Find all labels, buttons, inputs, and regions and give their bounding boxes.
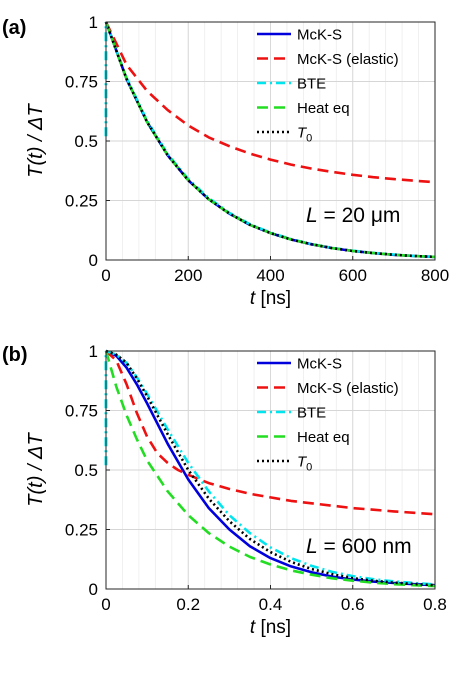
legend-label-0: McK-S bbox=[297, 27, 342, 44]
x-tick-label: 0.4 bbox=[259, 595, 283, 614]
legend-label-1: McK-S (elastic) bbox=[297, 380, 399, 397]
series-line-0 bbox=[105, 349, 436, 587]
legend-label-3: Heat eq bbox=[297, 100, 350, 117]
legend-label-1: McK-S (elastic) bbox=[297, 51, 399, 68]
panel-label: (a) bbox=[2, 17, 26, 39]
y-tick-label: 0.75 bbox=[65, 73, 98, 92]
y-tick-label: 0.75 bbox=[65, 402, 98, 421]
x-axis-label: t [ns] bbox=[250, 288, 291, 309]
series-line-4 bbox=[104, 21, 436, 259]
legend-label-2: BTE bbox=[297, 76, 326, 93]
series-line-2 bbox=[104, 21, 436, 259]
length-annotation: L = 20 μm bbox=[306, 204, 400, 227]
legend-label-2: BTE bbox=[297, 405, 326, 422]
x-tick-label: 0.2 bbox=[176, 595, 200, 614]
y-tick-label: 0.5 bbox=[74, 461, 98, 480]
length-annotation: L = 600 nm bbox=[306, 535, 412, 558]
legend-label-3: Heat eq bbox=[297, 429, 350, 446]
legend-label-4: T0 bbox=[297, 125, 312, 145]
y-axis-label: T(t) / ΔT bbox=[25, 432, 47, 507]
series-line-1 bbox=[105, 350, 436, 516]
series-line-3 bbox=[104, 21, 436, 259]
y-tick-label: 1 bbox=[89, 342, 98, 361]
y-tick-label: 0 bbox=[89, 251, 98, 270]
y-tick-label: 0.25 bbox=[65, 521, 98, 540]
x-tick-label: 600 bbox=[339, 266, 367, 285]
legend-label-4: T0 bbox=[297, 454, 312, 474]
y-tick-label: 0.25 bbox=[65, 192, 98, 211]
x-axis-label: t [ns] bbox=[250, 617, 291, 638]
x-tick-label: 0.8 bbox=[423, 595, 447, 614]
panel-label: (b) bbox=[2, 344, 28, 366]
series-line-3 bbox=[104, 350, 436, 588]
chart-panel-b: 0 0.2 0.4 0.6 0.8 0 0.25 0.5 0.75 1 t [ns] T(t) / Δ… bbox=[2, 342, 447, 638]
x-tick-label: 200 bbox=[174, 266, 202, 285]
y-tick-label: 1 bbox=[89, 13, 98, 32]
y-tick-label: 0.5 bbox=[74, 132, 98, 151]
x-tick-label: 400 bbox=[256, 266, 284, 285]
series-line-1 bbox=[104, 21, 436, 184]
x-tick-label: 0.6 bbox=[341, 595, 365, 614]
chart-panel-a: 0 200 400 600 800 0 0.25 0.5 0.75 1 t [ns] T(t) / Δ… bbox=[2, 13, 449, 309]
x-tick-label: 0 bbox=[101, 595, 110, 614]
series-line-4 bbox=[105, 349, 436, 587]
y-tick-label: 0 bbox=[89, 580, 98, 599]
y-axis-label: T(t) / ΔT bbox=[25, 103, 47, 178]
x-tick-label: 800 bbox=[421, 266, 449, 285]
x-tick-label: 0 bbox=[101, 266, 110, 285]
legend-label-0: McK-S bbox=[297, 356, 342, 373]
